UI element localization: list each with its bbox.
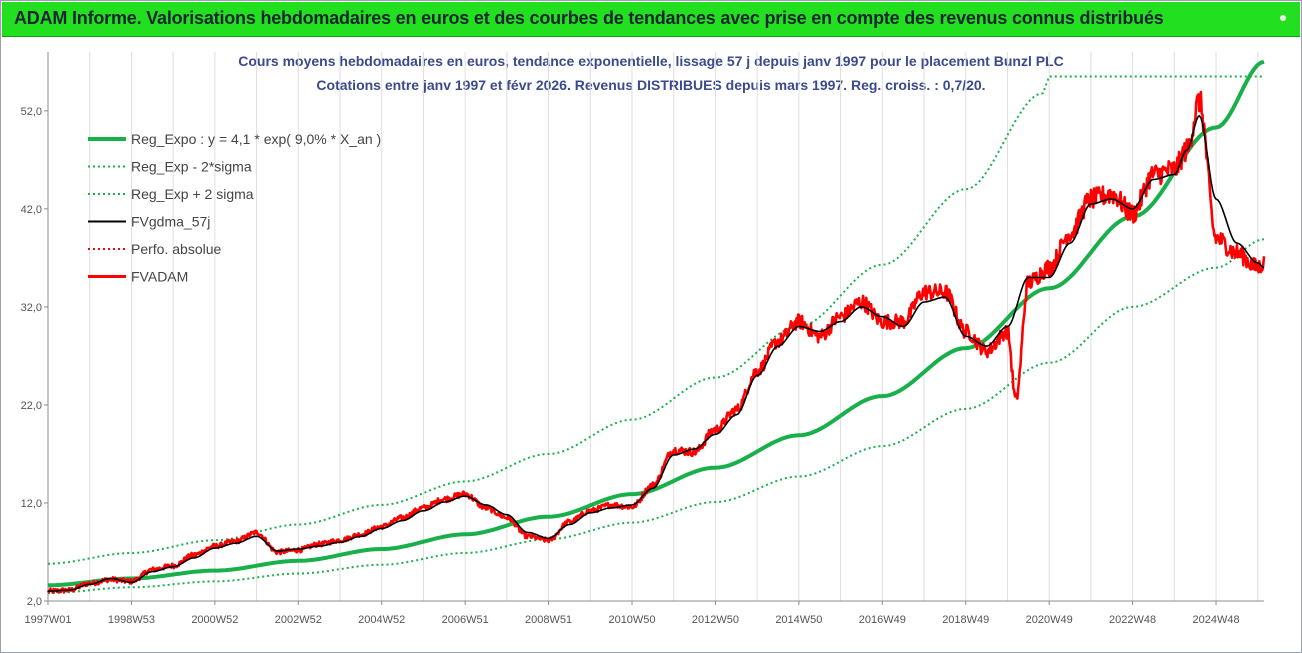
series-line <box>48 59 1265 588</box>
series-line <box>46 90 1266 594</box>
x-tick-label: 2014W50 <box>775 614 822 626</box>
legend: Reg_Expo : y = 4,1 * exp( 9,0% * X_an ) R… <box>88 131 381 285</box>
x-tick-label: 2024W48 <box>1192 614 1239 626</box>
legend-label: Reg_Expo : y = 4,1 * exp( 9,0% * X_an ) <box>131 131 381 147</box>
series-line <box>48 114 1265 592</box>
x-tick-label: 2004W52 <box>358 614 405 626</box>
chart-subtitle: Cotations entre janv 1997 et févr 2026. … <box>316 77 986 93</box>
tick-labels: 2,0 12,0 22,0 32,0 42,0 52,0 1997W01 1998W53 200… <box>21 106 1240 626</box>
y-tick-label: 2,0 <box>27 596 42 608</box>
x-tick-label: 2022W48 <box>1109 614 1156 626</box>
x-tick-label: 2002W52 <box>275 614 322 626</box>
y-tick-label: 12,0 <box>21 498 42 510</box>
y-tick-label: 52,0 <box>21 106 42 118</box>
x-tick-label: 2016W49 <box>859 614 906 626</box>
x-tick-label: 2008W51 <box>525 614 572 626</box>
legend-label: FVADAM <box>131 269 188 285</box>
x-tick-label: 2020W49 <box>1026 614 1073 626</box>
x-tick-label: 2010W50 <box>608 614 655 626</box>
legend-label: Reg_Exp + 2 sigma <box>131 186 254 202</box>
axes <box>44 52 1264 605</box>
y-tick-label: 42,0 <box>21 204 42 216</box>
legend-label: Perfo. absolue <box>131 241 221 257</box>
x-tick-label: 1998W53 <box>108 614 155 626</box>
x-tick-label: 2012W50 <box>692 614 739 626</box>
x-tick-label: 2000W52 <box>191 614 238 626</box>
legend-label: FVgdma_57j <box>131 214 210 230</box>
x-tick-label: 2018W49 <box>942 614 989 626</box>
legend-label: Reg_Exp - 2*sigma <box>131 159 252 175</box>
banner-dot-icon <box>1280 15 1286 21</box>
y-tick-label: 32,0 <box>21 302 42 314</box>
header-banner: ADAM Informe. Valorisations hebdomadaire… <box>2 2 1300 37</box>
y-tick-label: 22,0 <box>21 400 42 412</box>
report-title: ADAM Informe. Valorisations hebdomadaire… <box>14 8 1164 28</box>
x-tick-label: 1997W01 <box>24 614 71 626</box>
chart-title: Cours moyens hebdomadaires en euros, ten… <box>238 53 1064 69</box>
series-lines <box>46 59 1266 595</box>
x-tick-label: 2006W51 <box>442 614 489 626</box>
